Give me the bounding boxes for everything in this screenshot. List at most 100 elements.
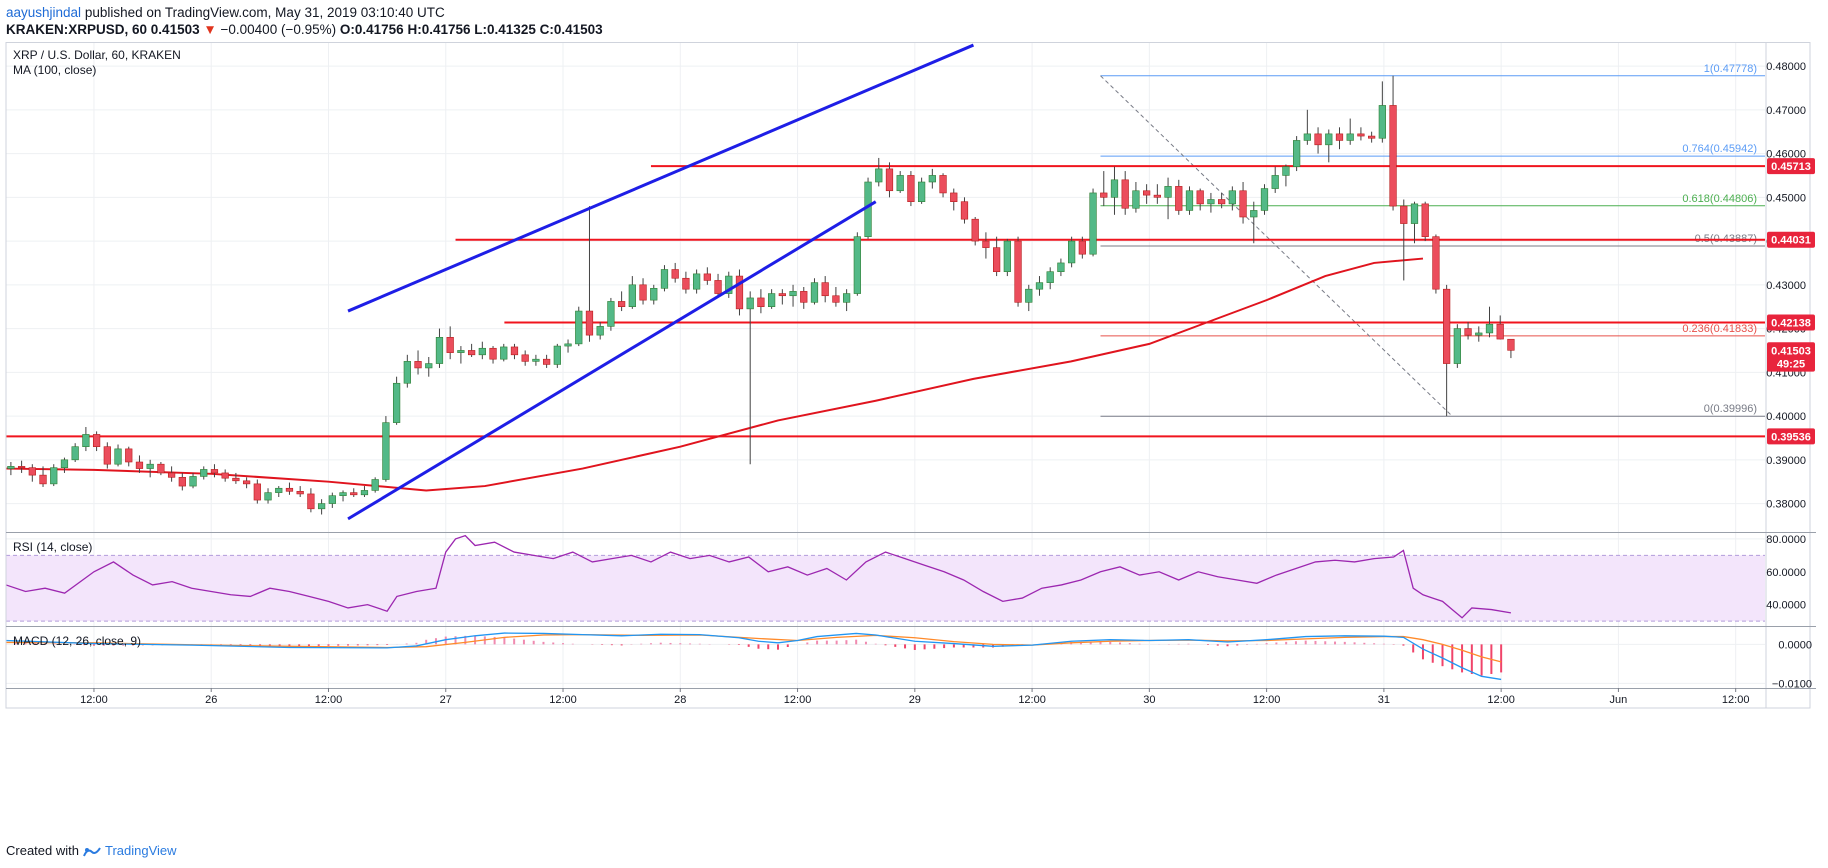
candle-body: [1239, 190, 1247, 218]
author-link[interactable]: aayushjindal: [6, 5, 82, 20]
rsi-tick-label: 40.0000: [1766, 600, 1806, 612]
horizontal-levels[interactable]: [6, 165, 1765, 438]
last-price: 0.41503: [150, 22, 200, 37]
candle-body: [1110, 179, 1119, 198]
candle-body: [275, 487, 283, 493]
candle-body: [1250, 210, 1258, 218]
candle-body: [1153, 194, 1161, 198]
candle-body: [725, 275, 733, 294]
candle-body: [1271, 175, 1279, 189]
created-with-text: Created with: [6, 843, 79, 858]
candle-body: [232, 477, 240, 482]
candle-body: [253, 483, 261, 501]
candle-body: [296, 491, 304, 495]
candle-body: [682, 277, 690, 290]
candle-body: [1035, 282, 1044, 290]
time-tick-label: 12:00: [1018, 694, 1046, 706]
candle-body: [1443, 288, 1451, 364]
candle-body: [585, 310, 594, 336]
candle-body: [339, 492, 347, 496]
chart-frame: [5, 42, 1816, 709]
candle-body: [210, 469, 219, 474]
candle-body: [125, 448, 133, 463]
candle-body: [28, 467, 36, 476]
candle-body: [821, 282, 829, 297]
price-tick-label: 0.38000: [1766, 499, 1806, 511]
candle-body: [1410, 203, 1419, 224]
candle-body: [1100, 192, 1108, 198]
candle-body: [50, 467, 58, 485]
candle-body: [628, 284, 636, 307]
price-label-text: 0.42138: [1771, 318, 1811, 330]
publish-info: aayushjindal published on TradingView.co…: [6, 4, 1816, 21]
chart-title: XRP / U.S. Dollar, 60, KRAKEN: [13, 48, 181, 62]
candle-body: [71, 446, 79, 461]
candle-body: [1282, 166, 1290, 176]
time-tick-label: 31: [1378, 694, 1390, 706]
candle-body: [1475, 332, 1483, 336]
candle-body: [1185, 190, 1194, 211]
price-chart[interactable]: 1(0.47778) 0.764(0.45942) 0.618(0.44806) 0.…: [0, 42, 1828, 842]
tradingview-brand[interactable]: TradingView: [104, 843, 177, 858]
fib-level-label: 1(0.47778): [1704, 63, 1757, 75]
candle-body: [1485, 323, 1494, 334]
rsi-tick-label: 80.0000: [1766, 534, 1806, 546]
candle-body: [403, 361, 411, 384]
candle-body: [82, 434, 90, 447]
high-value: 0.41756: [421, 22, 471, 37]
candle-body: [500, 346, 508, 360]
candle-body: [1218, 199, 1226, 205]
low-label: L:: [474, 22, 488, 37]
candle-body: [178, 477, 186, 487]
candle-body: [757, 297, 765, 307]
candle-body: [532, 358, 540, 362]
candle-body: [842, 293, 851, 303]
rsi-band: [6, 555, 1765, 622]
time-tick-label: 12:00: [1253, 694, 1281, 706]
candle-body: [950, 192, 958, 202]
footer: Created with TradingView: [6, 842, 177, 860]
fib-level-label: 0.764(0.45942): [1682, 143, 1757, 155]
candle-body: [789, 291, 797, 297]
candle-body: [832, 295, 840, 303]
rsi-tick-label: 60.0000: [1766, 567, 1806, 579]
candle-body: [1143, 190, 1151, 196]
fib-level-label: 0.236(0.41833): [1682, 323, 1757, 335]
price-tick-label: 0.40000: [1766, 411, 1806, 423]
time-tick-label: 30: [1143, 694, 1155, 706]
candle-body: [1432, 236, 1440, 290]
channel-trendlines[interactable]: [347, 43, 975, 521]
candle-body: [746, 297, 754, 310]
price-axis[interactable]: 0.480000.470000.460000.450000.440000.430…: [1766, 61, 1815, 690]
candle-body: [928, 175, 936, 183]
candle-body: [885, 168, 894, 192]
price-label-box: [1767, 355, 1815, 372]
candle-body: [17, 466, 26, 468]
candle-body: [810, 282, 819, 303]
candle-body: [510, 346, 519, 356]
candle-body: [1207, 199, 1215, 205]
candle-body: [1025, 288, 1033, 303]
candle-body: [307, 493, 315, 510]
price-tick-label: 0.46000: [1766, 149, 1806, 161]
macd-tick-label: −0.0100: [1772, 678, 1812, 690]
candle-body: [317, 503, 326, 510]
time-axis[interactable]: 12:00 26 12:00 27 12:00 28 12:00 29 12:00 30 12:00…: [80, 688, 1828, 706]
candle-body: [135, 461, 144, 469]
candle-body: [371, 479, 379, 491]
price-label-text: 0.39536: [1771, 431, 1811, 443]
candle-body: [800, 291, 808, 303]
candle-body: [650, 288, 658, 301]
candle-body: [617, 301, 626, 307]
ohlc-line: KRAKEN:XRPUSD, 60 0.41503 ▼ −0.00400 (−0…: [6, 21, 1816, 38]
price-tick-label: 0.48000: [1766, 61, 1806, 73]
down-arrow-icon: ▼: [203, 22, 217, 37]
price-label-box: [1767, 231, 1815, 248]
time-tick-label: 26: [205, 694, 217, 706]
close-value: 0.41503: [553, 22, 603, 37]
candle-body: [1346, 133, 1354, 141]
candle-body: [1389, 105, 1397, 207]
candle-body: [1496, 323, 1504, 340]
candle-body: [575, 310, 583, 345]
